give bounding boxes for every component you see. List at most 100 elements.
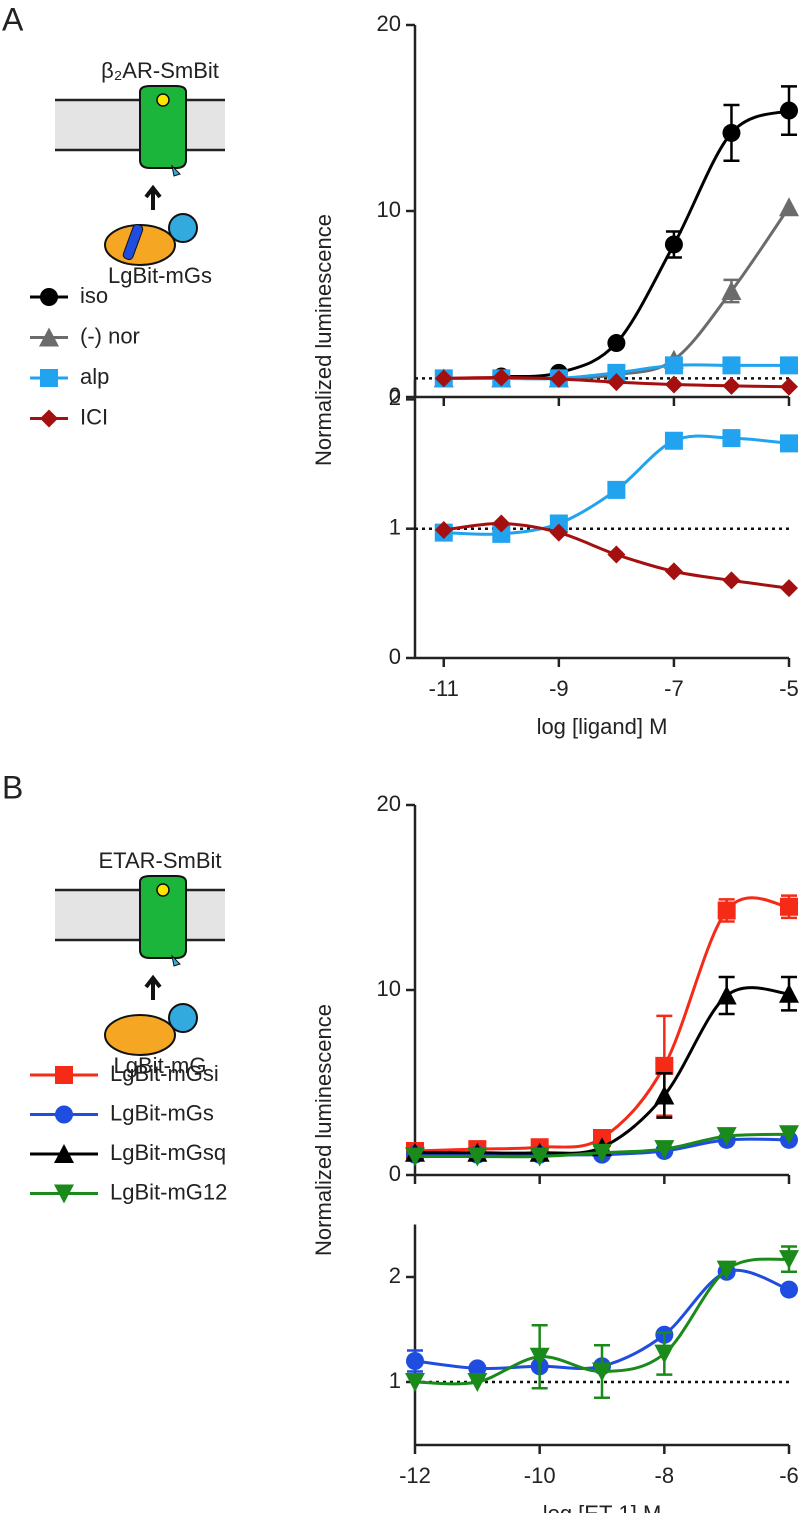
- point: [716, 1260, 737, 1280]
- point: [664, 356, 683, 375]
- x-tick-label: -11: [429, 676, 459, 701]
- point: [780, 897, 798, 916]
- point: [721, 280, 742, 300]
- point: [549, 514, 568, 533]
- legend-label: ICI: [80, 404, 108, 429]
- legend-marker: [54, 1144, 74, 1163]
- point: [434, 520, 453, 539]
- point: [607, 545, 626, 564]
- point: [664, 235, 683, 254]
- diagram: ETAR-SmBit LgBit-mG: [55, 848, 225, 1078]
- point: [607, 334, 626, 353]
- y-tick-label: 1: [389, 1368, 401, 1393]
- g-protein-label: LgBit-mGs: [108, 263, 212, 288]
- panel-label: B: [2, 769, 23, 805]
- lgbit: [168, 1003, 198, 1033]
- g-protein-label: LgBit-mG: [114, 1053, 207, 1078]
- legend-label: iso: [80, 283, 108, 308]
- y-tick-label: 0: [389, 383, 401, 408]
- point: [780, 101, 798, 120]
- point: [468, 1359, 487, 1378]
- receptor-label: ETAR-SmBit: [98, 848, 221, 873]
- point: [780, 356, 798, 375]
- legend-marker: [55, 1105, 73, 1124]
- point: [467, 1147, 488, 1167]
- arrow: [144, 974, 162, 1000]
- point: [592, 1143, 612, 1163]
- legend-label: LgBit-mGsq: [110, 1140, 226, 1165]
- point: [780, 434, 798, 453]
- point: [467, 1373, 488, 1392]
- x-tick-label: -8: [655, 1463, 675, 1488]
- point: [607, 480, 626, 499]
- point: [779, 983, 799, 1003]
- point: [722, 571, 741, 590]
- point: [722, 429, 741, 448]
- y-axis-label: Normalized luminescence: [311, 214, 336, 466]
- point: [654, 1344, 675, 1364]
- point: [779, 1125, 799, 1145]
- point: [492, 524, 511, 543]
- lgbit: [168, 213, 198, 243]
- x-tick-label: -9: [549, 676, 569, 701]
- y-tick-label: 1: [389, 515, 401, 540]
- point: [607, 373, 626, 392]
- point: [722, 376, 741, 395]
- y-tick-label: 2: [389, 1263, 401, 1288]
- point: [716, 1127, 737, 1147]
- point: [780, 1280, 798, 1299]
- legend-marker: [40, 288, 58, 306]
- x-tick-label: -6: [779, 1463, 799, 1488]
- point: [434, 369, 453, 388]
- x-tick-label: -5: [779, 676, 799, 701]
- y-tick-label: 0: [389, 1161, 401, 1186]
- receptor: [139, 85, 187, 169]
- legend-marker: [55, 1066, 73, 1084]
- point: [722, 123, 741, 142]
- fit-line: [501, 109, 790, 379]
- legend-marker: [40, 409, 58, 428]
- g-protein-part: [122, 224, 144, 260]
- y-tick-label: 2: [389, 385, 401, 410]
- point: [717, 901, 736, 920]
- point: [716, 985, 737, 1005]
- panel-label: A: [2, 1, 24, 37]
- y-axis-label: Normalized luminescence: [311, 1004, 336, 1256]
- legend-marker: [39, 327, 59, 347]
- g-protein: [104, 1014, 176, 1056]
- point: [592, 1362, 612, 1382]
- point: [549, 369, 568, 388]
- ligand: [156, 883, 170, 897]
- legend-marker: [54, 1184, 74, 1204]
- x-axis-label: log [ligand] M: [537, 714, 668, 739]
- point: [492, 368, 511, 387]
- arrow: [144, 184, 162, 210]
- point: [780, 579, 798, 598]
- point: [529, 1147, 550, 1167]
- x-tick-label: -12: [399, 1463, 431, 1488]
- smbit: [171, 164, 181, 177]
- diagram: β₂AR-SmBit LgBit-mGs: [55, 58, 225, 288]
- point: [664, 431, 683, 450]
- y-tick-label: 0: [389, 644, 401, 669]
- ligand: [156, 93, 170, 107]
- point: [664, 562, 683, 581]
- point: [655, 1056, 674, 1075]
- point: [529, 1347, 550, 1367]
- point: [405, 1373, 425, 1392]
- y-tick-label: 10: [377, 197, 401, 222]
- point: [664, 375, 683, 394]
- legend-label: LgBit-mG12: [110, 1179, 227, 1204]
- point: [607, 363, 626, 382]
- y-tick-label: 20: [377, 11, 401, 36]
- x-tick-label: -7: [664, 676, 684, 701]
- point: [492, 514, 511, 533]
- point: [405, 1147, 425, 1167]
- legend-label: alp: [80, 364, 109, 389]
- point: [779, 1250, 799, 1270]
- point: [722, 356, 741, 375]
- fit-line: [414, 896, 790, 1153]
- legend-label: LgBit-mGsi: [110, 1061, 219, 1086]
- point: [549, 523, 568, 542]
